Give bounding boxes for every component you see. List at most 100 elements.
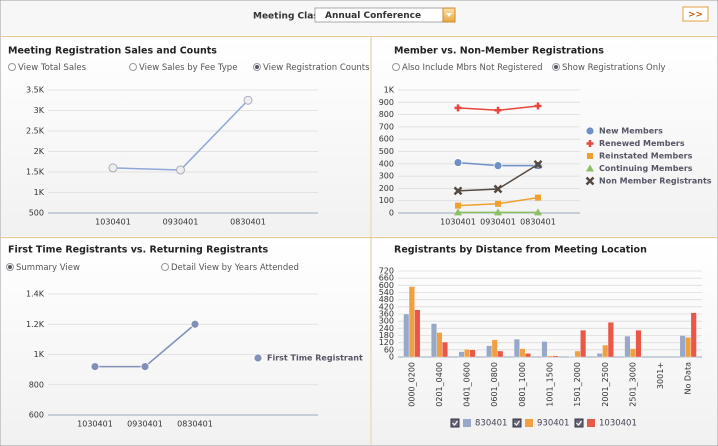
x-tick-label: 1030401 bbox=[95, 218, 131, 227]
y-tick-label: 420 bbox=[379, 302, 394, 311]
bar bbox=[524, 353, 531, 358]
y-tick-label: 500 bbox=[379, 147, 394, 156]
marker bbox=[190, 319, 200, 329]
y-tick-label: 0 bbox=[389, 353, 394, 362]
marker bbox=[534, 208, 542, 216]
legend-checkbox[interactable] bbox=[574, 418, 584, 428]
bar bbox=[403, 313, 410, 358]
chart-title: Meeting Registration Sales and Counts bbox=[8, 46, 217, 57]
y-tick-label: 300 bbox=[379, 317, 394, 326]
legend-label: First Time Registrant bbox=[267, 354, 363, 363]
marker bbox=[533, 160, 543, 169]
bar bbox=[547, 355, 553, 358]
legend-label: Continuing Members bbox=[599, 164, 693, 173]
bar bbox=[690, 312, 697, 358]
y-tick-label: 100 bbox=[379, 196, 394, 205]
x-tick-label: 0930401 bbox=[127, 420, 163, 429]
y-tick-label: 800 bbox=[29, 380, 44, 389]
marker bbox=[140, 362, 150, 372]
legend-swatch bbox=[587, 419, 595, 427]
y-tick-label: 2.5K bbox=[26, 127, 45, 136]
bar bbox=[519, 348, 526, 358]
y-tick-label: 240 bbox=[379, 324, 394, 333]
bar bbox=[580, 329, 587, 358]
radio-button[interactable] bbox=[392, 63, 400, 71]
y-tick-label: 1.2K bbox=[26, 320, 45, 329]
marker bbox=[243, 95, 253, 105]
check-icon bbox=[452, 420, 458, 426]
y-tick-label: 800 bbox=[379, 110, 394, 119]
legend-marker bbox=[586, 140, 594, 147]
x-tick-label: 0930401 bbox=[480, 218, 516, 227]
x-tick-label: 0830401 bbox=[230, 218, 266, 227]
bar bbox=[442, 341, 448, 358]
y-tick-label: 200 bbox=[379, 184, 394, 193]
y-tick-label: 1.5K bbox=[26, 168, 45, 177]
legend-label: Reinstated Members bbox=[599, 152, 693, 161]
radio-button[interactable] bbox=[161, 263, 169, 271]
y-tick-label: 1K bbox=[34, 350, 45, 359]
radio-label: View Sales by Fee Type bbox=[139, 63, 237, 73]
check-icon bbox=[514, 420, 520, 426]
marker bbox=[535, 194, 541, 201]
x-tick-label: 1001_1500 bbox=[546, 362, 555, 407]
x-tick-label: No Data bbox=[684, 362, 693, 395]
x-tick-label: 1501_2000 bbox=[573, 362, 582, 407]
bar bbox=[679, 335, 686, 358]
legend-checkbox[interactable] bbox=[512, 418, 522, 428]
x-tick-label: 0830401 bbox=[177, 420, 213, 429]
legend-swatch bbox=[525, 419, 533, 427]
legend-marker bbox=[253, 353, 263, 363]
y-tick-label: 600 bbox=[29, 411, 44, 420]
y-tick-label: 660 bbox=[379, 274, 394, 283]
x-tick-label: 0601_0800 bbox=[490, 362, 499, 407]
marker bbox=[534, 102, 542, 110]
y-tick-label: 720 bbox=[379, 267, 394, 276]
legend-label: New Members bbox=[599, 127, 663, 136]
y-tick-label: 900 bbox=[379, 98, 394, 107]
bar bbox=[596, 353, 603, 358]
legend-swatch bbox=[463, 419, 471, 427]
x-tick-label: 0401_0600 bbox=[463, 362, 472, 407]
radio-label: View Registration Counts bbox=[263, 63, 370, 73]
x-tick-label: 3001+ bbox=[656, 362, 665, 389]
x-tick-label: 0000_0200 bbox=[407, 362, 416, 407]
radio-dot bbox=[554, 65, 558, 69]
bar bbox=[607, 322, 614, 358]
chart-title: Registrants by Distance from Meeting Loc… bbox=[394, 245, 647, 256]
y-tick-label: 360 bbox=[379, 310, 394, 319]
legend-label: 830401 bbox=[475, 419, 507, 429]
bar bbox=[436, 332, 443, 358]
radio-button[interactable] bbox=[129, 63, 137, 71]
y-tick-label: 120 bbox=[379, 338, 394, 347]
bar bbox=[491, 339, 498, 358]
bar bbox=[486, 345, 493, 358]
y-tick-label: 1K bbox=[384, 86, 395, 95]
bar bbox=[513, 338, 520, 358]
y-tick-label: 700 bbox=[379, 122, 394, 131]
legend-checkbox[interactable] bbox=[450, 418, 460, 428]
next-button-label: >> bbox=[688, 10, 703, 20]
chart-title: Member vs. Non-Member Registrations bbox=[394, 46, 604, 57]
arrow-icon bbox=[446, 13, 452, 17]
y-tick-label: 300 bbox=[379, 172, 394, 181]
marker bbox=[176, 165, 185, 175]
marker bbox=[108, 163, 118, 173]
y-tick-label: 540 bbox=[379, 288, 394, 297]
bar bbox=[431, 323, 437, 358]
x-tick-label: 0830401 bbox=[520, 218, 556, 227]
y-tick-label: 480 bbox=[379, 295, 394, 304]
bar bbox=[408, 286, 415, 358]
radio-button[interactable] bbox=[8, 63, 16, 71]
check-icon bbox=[576, 420, 582, 426]
radio-label: View Total Sales bbox=[18, 63, 87, 73]
bar bbox=[464, 349, 471, 358]
marker bbox=[493, 184, 503, 194]
bar bbox=[552, 355, 559, 358]
next-button[interactable] bbox=[682, 6, 709, 22]
x-tick-label: 2501_3000 bbox=[628, 362, 637, 407]
marker bbox=[90, 362, 100, 372]
marker bbox=[453, 158, 463, 167]
y-tick-label: 600 bbox=[379, 281, 394, 290]
legend-marker bbox=[585, 126, 595, 136]
